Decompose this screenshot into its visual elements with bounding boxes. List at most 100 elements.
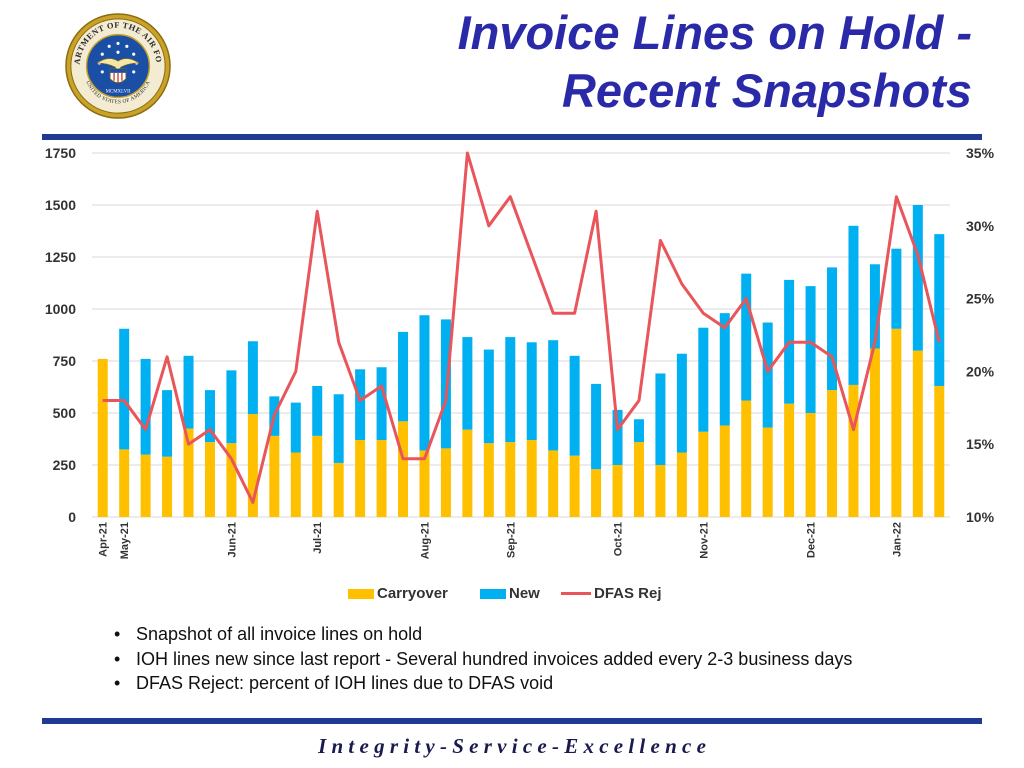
note-item: Snapshot of all invoice lines on hold [112,622,852,647]
bar-new [462,337,473,430]
bar-new [290,402,301,453]
bar-carryover [612,465,623,517]
bar-carryover [312,435,323,517]
x-tick-label: Jan-22 [891,522,903,557]
bar-carryover [355,440,366,517]
y-tick-label: 0 [68,509,76,525]
bar-new [483,349,494,444]
y2-tick-label: 30% [966,218,995,234]
bar-new [162,390,173,457]
bar-new [912,205,923,351]
bar-new [934,234,945,386]
invoice-lines-chart: 0 250 500 750 1000 1250 1500 1750 10% 15% 20% 25% 30… [45,145,995,559]
x-tick-label: Apr-21 [98,522,110,557]
bar-carryover [827,390,838,517]
y2-tick-label: 15% [966,436,995,452]
legend-swatch-dfas-rej [561,592,591,595]
bar-carryover [140,454,151,517]
bar-carryover [719,425,730,517]
bar-carryover [741,400,752,517]
bar-carryover [247,414,258,517]
title-line-2: Recent Snapshots [561,64,972,117]
y-tick-label: 1250 [45,249,76,265]
x-tick-label: Dec-21 [806,522,818,558]
bar-carryover [912,350,923,517]
bar-carryover [97,358,108,517]
x-tick-label: Jun-21 [226,522,238,557]
bar-carryover [591,469,602,517]
footer-motto: I n t e g r i t y - S e r v i c e - E x … [318,734,706,758]
bar-new [891,248,902,329]
x-tick-label: Nov-21 [698,522,710,559]
x-tick-label: May-21 [119,522,131,559]
bottom-divider [42,718,982,724]
bar-carryover [934,385,945,517]
bar-new [633,419,644,443]
legend-swatch-carryover [348,588,374,599]
bar-new [419,315,430,451]
bar-new [612,409,623,465]
bar-new [505,337,516,443]
air-force-seal-logo: DEPARTMENT OF THE AIR FORCE UNITED STATE… [64,12,171,119]
bar-carryover [119,449,130,517]
bar-carryover [848,384,859,517]
x-tick-label: Jul-21 [312,522,324,554]
bar-new [183,355,194,429]
bar-carryover [762,427,773,517]
y-tick-label: 1750 [45,145,76,161]
y-tick-label: 1000 [45,301,76,317]
bar-carryover [226,443,237,517]
bar-new [719,313,730,426]
legend-label-carryover: Carryover [377,585,448,602]
bar-new [333,394,344,463]
bar-new [526,342,537,441]
bar-new [119,328,130,450]
bar-new [204,390,215,443]
x-tick-label: Sep-21 [505,522,517,558]
bar-carryover [398,421,409,517]
y2-tick-label: 35% [966,145,995,161]
legend-label-dfas-rej: DFAS Rej [594,585,662,602]
bar-new [247,341,258,415]
svg-text:MCMXLVII: MCMXLVII [106,90,131,95]
legend-label-new: New [509,585,540,602]
bar-carryover [333,462,344,517]
legend-item-new: New [480,585,540,602]
y-tick-label: 500 [53,405,77,421]
bar-new [355,369,366,441]
bar-carryover [376,440,387,517]
bar-new [805,286,816,413]
bar-carryover [483,443,494,517]
bar-carryover [269,435,280,517]
bar-new [569,355,580,456]
bar-new [591,383,602,470]
bar-carryover [204,442,215,517]
bar-carryover [869,348,880,517]
bar-carryover [162,456,173,517]
bar-new [848,225,859,385]
bar-new [741,273,752,401]
x-tick-label: Aug-21 [419,522,431,559]
bar-carryover [505,442,516,517]
bar-new [312,385,323,436]
bar-carryover [655,465,666,517]
bar-new [398,331,409,422]
bar-new [827,267,838,391]
bar-carryover [891,328,902,517]
line-dfas-rej [102,151,941,504]
legend-item-carryover: Carryover [348,585,448,602]
bar-carryover [183,428,194,517]
bar-new [762,322,773,428]
bar-carryover [698,431,709,517]
bar-new [655,373,666,465]
y2-tick-label: 25% [966,291,995,307]
legend-item-dfas-rej: DFAS Rej [561,585,662,602]
bar-new [698,327,709,432]
legend-swatch-new [480,588,506,599]
y-tick-label: 1500 [45,197,76,213]
bar-carryover [676,452,687,517]
y-tick-label: 750 [53,353,77,369]
bar-carryover [548,450,559,517]
bar-new [869,264,880,349]
bar-carryover [419,450,430,517]
